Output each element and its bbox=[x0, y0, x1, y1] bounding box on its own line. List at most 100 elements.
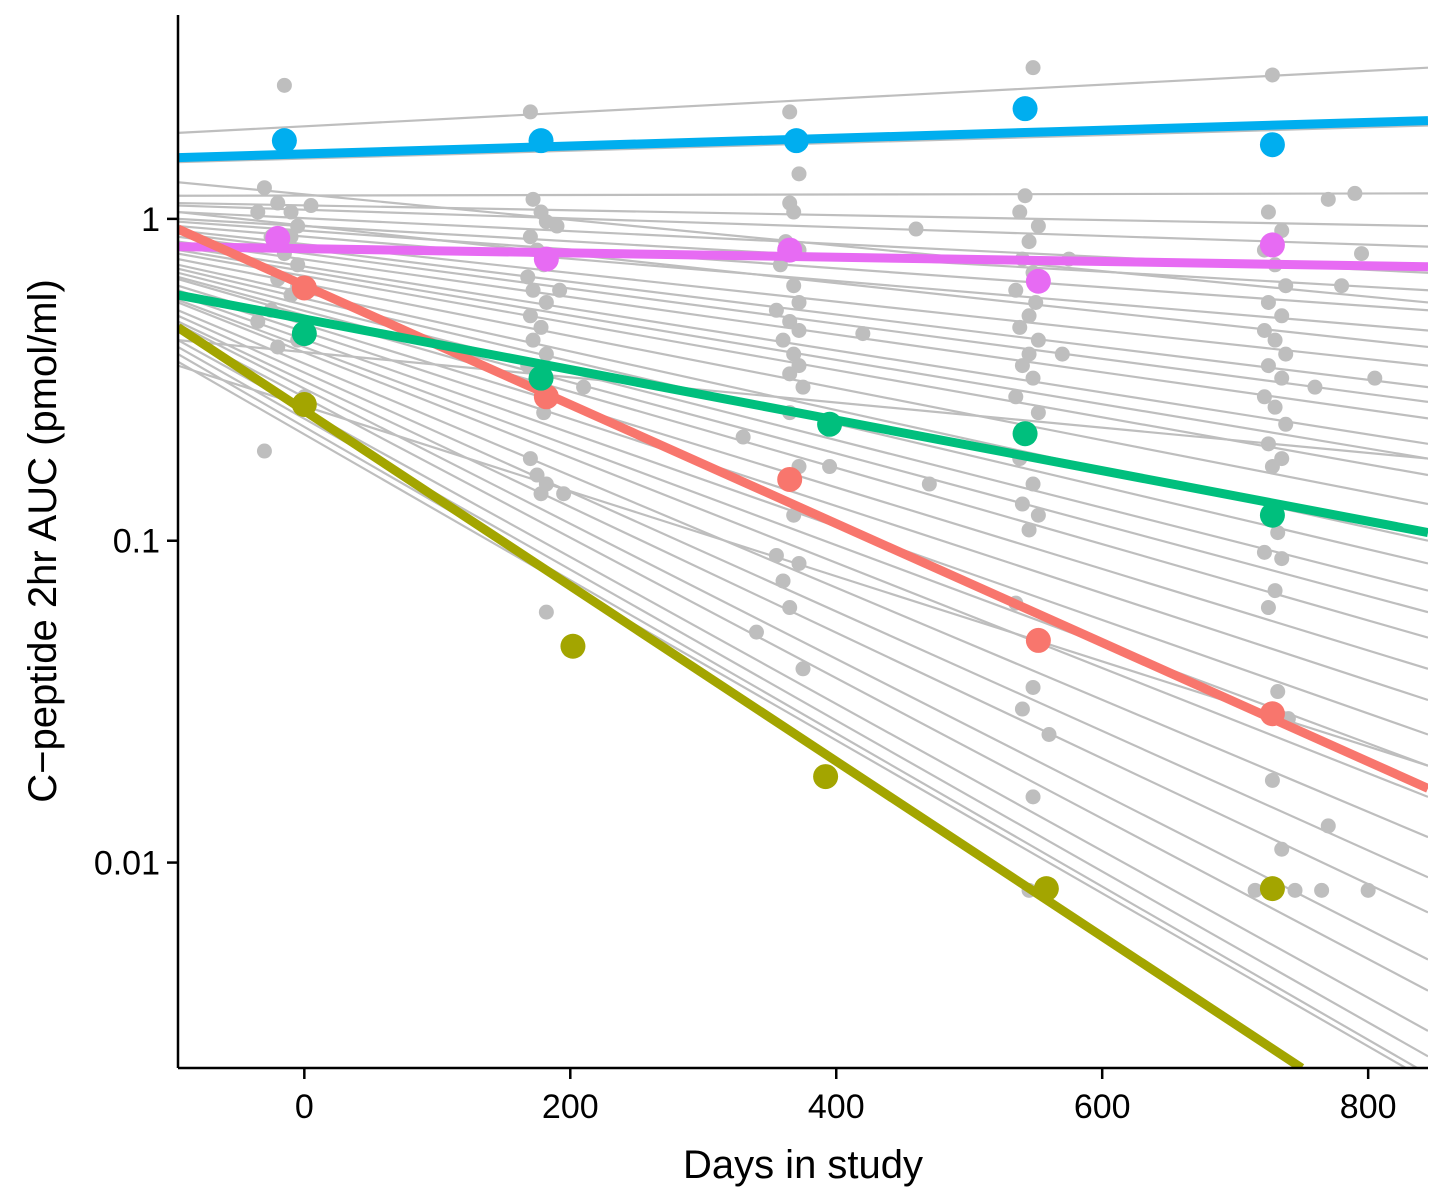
background-fit-line-12 bbox=[178, 235, 1428, 403]
background-point-126 bbox=[1264, 459, 1280, 475]
background-point-39 bbox=[533, 486, 549, 502]
background-point-48 bbox=[786, 204, 802, 220]
series-green-point-0 bbox=[291, 321, 317, 347]
background-point-108 bbox=[1264, 67, 1280, 83]
x-axis-title: Days in study bbox=[683, 1143, 923, 1187]
background-point-120 bbox=[1274, 370, 1290, 386]
background-point-3 bbox=[283, 204, 299, 220]
y-tick-label-1: 1 bbox=[141, 201, 160, 239]
background-fit-line-32 bbox=[178, 329, 1428, 992]
background-point-61 bbox=[795, 379, 811, 395]
x-tick-label-400: 400 bbox=[808, 1088, 865, 1126]
background-point-53 bbox=[791, 294, 807, 310]
series-green-point-1 bbox=[528, 365, 554, 391]
background-point-128 bbox=[1256, 544, 1272, 560]
series-olive-fit-line bbox=[178, 323, 1305, 1068]
series-magenta-point-1 bbox=[533, 246, 559, 272]
background-fit-line-7 bbox=[178, 220, 1428, 312]
background-point-40 bbox=[556, 486, 572, 502]
background-point-41 bbox=[538, 604, 554, 620]
background-fit-line-27 bbox=[178, 301, 1428, 798]
series-magenta-point-2 bbox=[777, 237, 803, 263]
background-point-28 bbox=[525, 282, 541, 298]
background-point-64 bbox=[786, 507, 802, 523]
plot-area bbox=[178, 60, 1428, 1068]
series-magenta-point-3 bbox=[1025, 268, 1051, 294]
background-fit-line-20 bbox=[178, 271, 1428, 592]
y-ticks: 1 0.1 0.01 bbox=[94, 201, 178, 883]
background-point-122 bbox=[1267, 399, 1283, 415]
background-point-0 bbox=[276, 77, 292, 93]
background-point-2 bbox=[270, 195, 286, 211]
background-point-56 bbox=[791, 322, 807, 338]
background-point-106 bbox=[1054, 346, 1070, 362]
series-green-fit-line bbox=[178, 290, 1428, 538]
y-tick-label-0.01: 0.01 bbox=[94, 845, 160, 883]
background-point-58 bbox=[786, 346, 802, 362]
background-point-68 bbox=[782, 600, 798, 616]
background-point-57 bbox=[775, 332, 791, 348]
background-point-69 bbox=[795, 661, 811, 677]
series-olive-point-2 bbox=[813, 764, 839, 790]
background-point-70 bbox=[735, 429, 751, 445]
background-point-18 bbox=[250, 204, 266, 220]
background-point-101 bbox=[1014, 701, 1030, 717]
background-point-136 bbox=[1247, 882, 1263, 898]
background-point-100 bbox=[1025, 679, 1041, 695]
background-point-77 bbox=[1017, 188, 1033, 204]
background-point-76 bbox=[1025, 60, 1041, 76]
background-point-143 bbox=[1307, 379, 1323, 395]
x-tick-label-800: 800 bbox=[1340, 1088, 1397, 1126]
background-point-29 bbox=[538, 294, 554, 310]
x-tick-label-600: 600 bbox=[1074, 1088, 1131, 1126]
background-fit-line-0 bbox=[178, 66, 1428, 134]
background-fit-line-28 bbox=[178, 309, 1428, 839]
background-point-142 bbox=[1367, 370, 1383, 386]
series-green-point-4 bbox=[1259, 502, 1285, 528]
background-point-129 bbox=[1274, 551, 1290, 567]
series-red-fit-line bbox=[178, 224, 1428, 793]
background-point-118 bbox=[1278, 346, 1294, 362]
background-point-54 bbox=[768, 302, 784, 318]
x-ticks: 0 200 400 600 800 bbox=[295, 1068, 1397, 1126]
background-point-52 bbox=[786, 278, 802, 294]
background-point-30 bbox=[522, 308, 538, 324]
background-point-121 bbox=[1256, 389, 1272, 405]
background-point-96 bbox=[1014, 496, 1030, 512]
background-point-4 bbox=[290, 218, 306, 234]
background-point-137 bbox=[1314, 882, 1330, 898]
background-point-95 bbox=[1025, 476, 1041, 492]
background-point-117 bbox=[1267, 332, 1283, 348]
background-fit-line-31 bbox=[178, 323, 1428, 961]
background-point-44 bbox=[576, 379, 592, 395]
series-red-point-2 bbox=[777, 466, 803, 492]
background-point-71 bbox=[748, 624, 764, 640]
background-fit-lines bbox=[178, 66, 1428, 1068]
series-green-point-3 bbox=[1012, 421, 1038, 447]
background-point-32 bbox=[525, 332, 541, 348]
background-point-144 bbox=[1360, 882, 1376, 898]
background-point-102 bbox=[1041, 726, 1057, 742]
background-fit-line-26 bbox=[178, 298, 1428, 767]
background-point-83 bbox=[1008, 282, 1024, 298]
background-point-138 bbox=[1347, 185, 1363, 201]
background-point-145 bbox=[1320, 818, 1336, 834]
x-tick-label-0: 0 bbox=[295, 1088, 314, 1126]
series-points bbox=[265, 96, 1285, 902]
background-point-134 bbox=[1264, 772, 1280, 788]
background-point-60 bbox=[782, 366, 798, 382]
background-point-119 bbox=[1260, 358, 1276, 374]
background-fit-line-14 bbox=[178, 245, 1428, 445]
background-point-140 bbox=[1354, 246, 1370, 262]
background-fit-line-2 bbox=[178, 192, 1428, 197]
background-point-88 bbox=[1021, 346, 1037, 362]
background-fit-line-24 bbox=[178, 289, 1428, 702]
background-point-46 bbox=[791, 166, 807, 182]
background-point-55 bbox=[782, 313, 798, 329]
series-fit-lines bbox=[178, 116, 1428, 1068]
background-point-132 bbox=[1270, 684, 1286, 700]
series-red-point-4 bbox=[1259, 701, 1285, 727]
background-point-73 bbox=[822, 459, 838, 475]
series-blue-point-1 bbox=[528, 128, 554, 154]
